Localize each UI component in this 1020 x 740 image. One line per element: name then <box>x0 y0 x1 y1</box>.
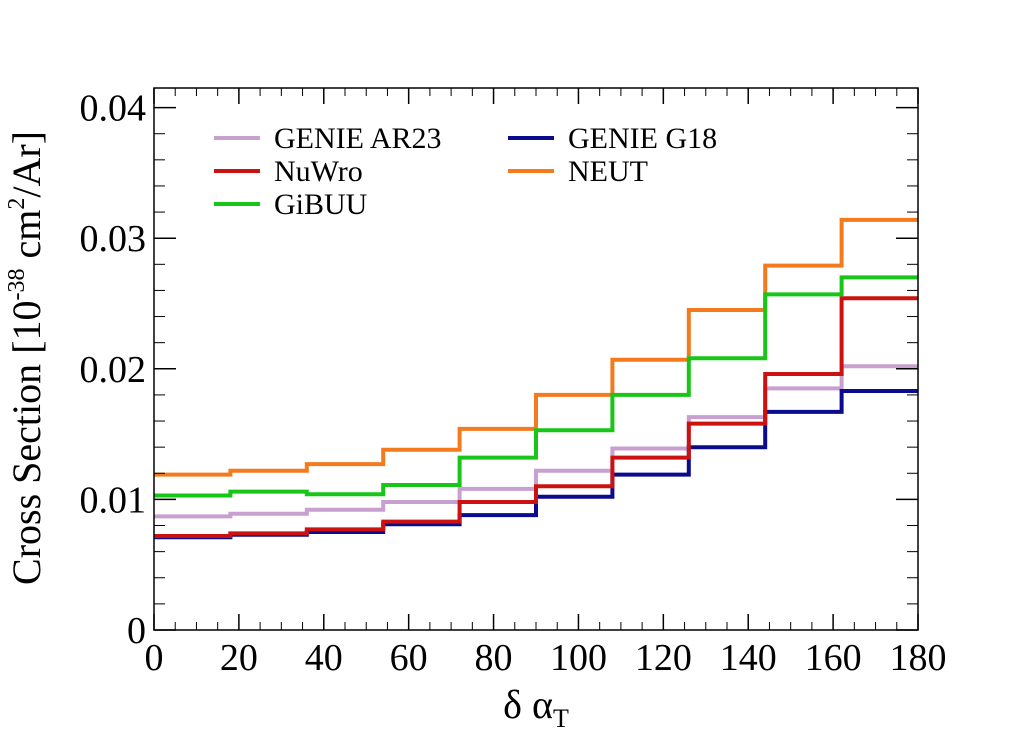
y-axis-title-main: Cross Section [10 <box>4 301 49 585</box>
x-tick-label: 40 <box>305 637 343 679</box>
legend-label-nuwro: NuWro <box>274 155 363 188</box>
legend-label-gibuu: GiBUU <box>274 188 368 221</box>
x-tick-label: 180 <box>890 637 947 679</box>
y-tick-label: 0.04 <box>80 88 147 130</box>
legend-label-neut: NEUT <box>568 155 648 188</box>
x-tick-label: 120 <box>635 637 692 679</box>
y-tick-label: 0.01 <box>80 479 147 521</box>
y-axis-title-exponent-2: 2 <box>4 198 30 210</box>
x-tick-label: 80 <box>475 637 513 679</box>
ticks-layer: 0 20 40 60 80 100 120 140 160 180 0 0.01 0.02 0.03 0.0… <box>80 88 947 679</box>
y-axis-title-end: /Ar] <box>4 131 49 198</box>
legend-label-genie-ar23: GENIE AR23 <box>274 122 442 155</box>
y-tick-label: 0.02 <box>80 349 147 391</box>
x-axis-title-main: δ α <box>503 682 553 727</box>
x-tick-label: 0 <box>145 637 164 679</box>
legend-label-genie-g18: GENIE G18 <box>568 122 717 155</box>
series-line-nuwro <box>154 296 918 538</box>
x-tick-label: 100 <box>550 637 607 679</box>
x-axis-title: δ αT <box>503 682 569 733</box>
x-tick-label: 20 <box>220 637 258 679</box>
y-tick-label: 0.03 <box>80 218 147 260</box>
y-axis-title-exponent-1: -38 <box>4 269 30 301</box>
series-line-neut <box>154 217 918 477</box>
x-tick-label: 60 <box>390 637 428 679</box>
x-tick-label: 160 <box>805 637 862 679</box>
y-tick-label: 0 <box>127 610 146 652</box>
series-layer <box>154 217 918 540</box>
series-line-gibuu <box>154 275 918 498</box>
legend: GENIE AR23 GENIE G18 NuWro NEUT GiBUU <box>214 122 717 221</box>
y-axis-title: Cross Section [10-38 cm2/Ar] <box>4 131 49 585</box>
y-axis-title-mid: cm <box>4 210 49 269</box>
x-axis-title-subscript: T <box>553 704 569 733</box>
x-tick-label: 140 <box>720 637 777 679</box>
